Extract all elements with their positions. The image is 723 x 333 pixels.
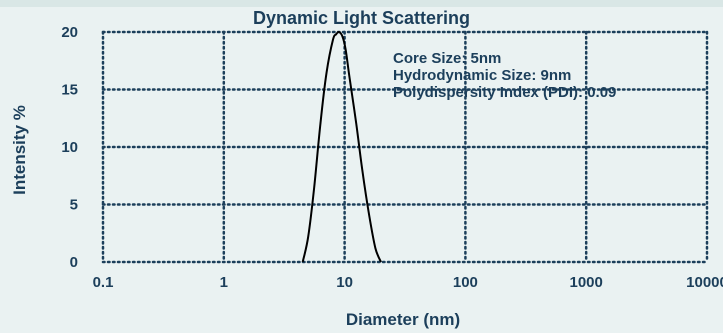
x-tick-label: 10000 [686, 274, 723, 291]
x-axis-label: Diameter (nm) [345, 310, 461, 329]
annotation-line: Hydrodynamic Size: 9nm [393, 67, 571, 84]
x-tick-label: 1 [220, 274, 228, 291]
x-tick-label: 100 [453, 274, 478, 291]
x-tick-label: 1000 [570, 274, 603, 291]
x-tick-label: 0.1 [93, 274, 114, 291]
top-strip [0, 0, 723, 7]
y-tick-label: 15 [61, 82, 78, 99]
y-tick-label: 5 [70, 197, 78, 214]
grid-lines [101, 30, 709, 264]
tick-labels: 0 5 10 15 20 0.1 1 10 100 1000 10000 [61, 24, 723, 291]
chart-title: Dynamic Light Scattering [252, 8, 471, 28]
y-tick-label: 10 [61, 139, 78, 156]
intensity-curve [301, 30, 382, 263]
annotation-line: Polydispersity Index (PDI): 0.09 [393, 84, 616, 101]
y-tick-label: 0 [70, 254, 78, 271]
annotation-line: Core Size: 5nm [393, 50, 501, 67]
y-tick-label: 20 [61, 24, 78, 41]
x-tick-label: 10 [336, 274, 353, 291]
